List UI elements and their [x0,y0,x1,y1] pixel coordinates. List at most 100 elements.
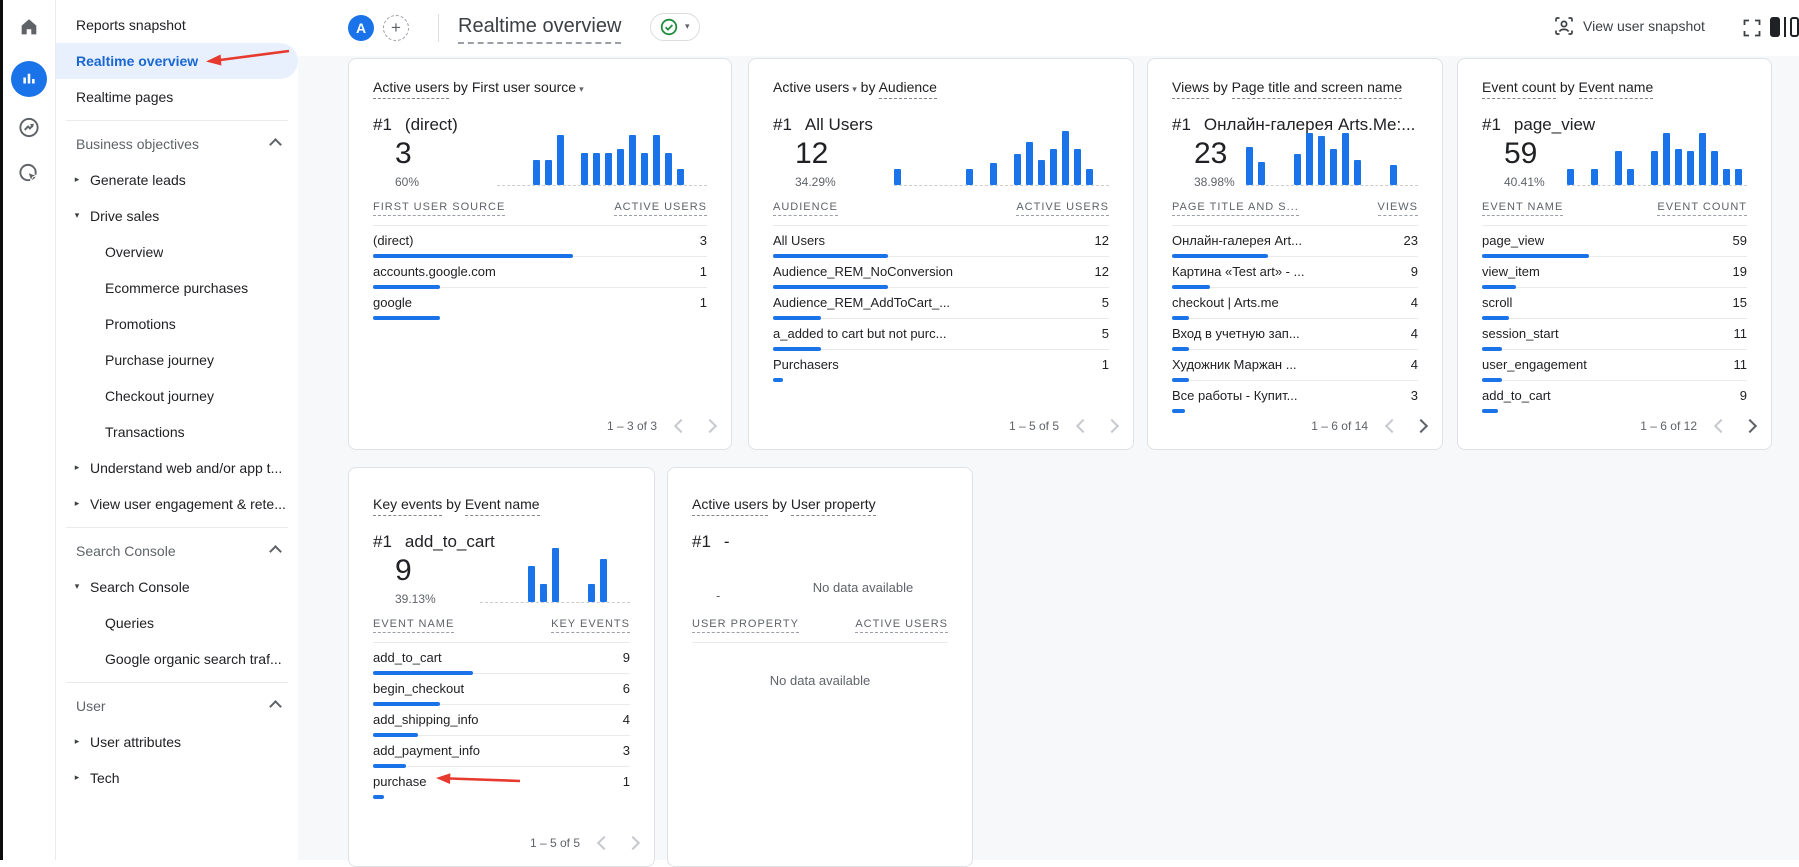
table-row[interactable]: accounts.google.com 1 [373,257,707,289]
pagination-prev-icon[interactable] [673,418,689,434]
table-row[interactable]: purchase 1 [373,767,630,799]
column-header-dimension[interactable]: EVENT NAME [1482,201,1564,216]
pagination-prev-icon[interactable] [1075,418,1091,434]
card-title-part[interactable]: Event count [1482,79,1556,99]
card-title-part[interactable]: Audience [878,79,937,99]
card-title-part[interactable]: Active users [373,79,450,99]
card-title-part[interactable]: Views [1172,79,1210,99]
home-icon[interactable] [18,16,40,43]
dropdown-caret-icon[interactable]: ▾ [852,85,857,95]
table-row[interactable]: page_view 59 [1482,226,1747,258]
table-row[interactable]: add_shipping_info 4 [373,705,630,737]
column-header-dimension[interactable]: PAGE TITLE AND S... [1172,201,1299,216]
table-row[interactable]: google 1 [373,288,707,320]
sidebar-item-user-attributes[interactable]: ▸ User attributes [56,724,298,760]
pagination-next-icon[interactable] [1742,418,1758,434]
sidebar-item-ecommerce-purchases[interactable]: Ecommerce purchases [56,270,298,306]
card-title-part[interactable]: Event name [464,496,540,516]
table-row[interactable]: (direct) 3 [373,226,707,258]
card-title-part[interactable]: Key events [373,496,443,516]
table-row[interactable]: Художник Маржан ... 4 [1172,350,1418,382]
table-row[interactable]: session_start 11 [1482,319,1747,351]
pagination-next-icon[interactable] [625,835,641,851]
sidebar-item-overview[interactable]: Overview [56,234,298,270]
sidebar-item-realtime-overview[interactable]: Realtime overview [56,43,298,79]
column-header-dimension[interactable]: USER PROPERTY [692,618,799,633]
table-row[interactable]: scroll 15 [1482,288,1747,320]
tri-right-icon[interactable]: ▸ [74,773,80,783]
page-title[interactable]: Realtime overview [458,15,622,44]
tri-right-icon[interactable]: ▸ [74,463,80,473]
table-row[interactable]: Audience_REM_NoConversion 12 [773,257,1109,289]
table-row[interactable]: Audience_REM_AddToCart_... 5 [773,288,1109,320]
sidebar-item-queries[interactable]: Queries [56,605,298,641]
table-row[interactable]: checkout | Arts.me 4 [1172,288,1418,320]
sidebar-item-view-user-engagement[interactable]: ▸ View user engagement & rete... [56,486,298,522]
pagination-next-icon[interactable] [702,418,718,434]
advertising-icon[interactable] [18,116,41,144]
dropdown-caret-icon[interactable]: ▾ [579,85,584,95]
column-header-dimension[interactable]: EVENT NAME [373,618,455,633]
pagination-next-icon[interactable] [1104,418,1120,434]
table-row[interactable]: user_engagement 11 [1482,350,1747,382]
table-row[interactable]: Картина «Test art» - ... 9 [1172,257,1418,289]
customize-report-icon[interactable] [1770,17,1799,37]
sidebar-item-checkout-journey[interactable]: Checkout journey [56,378,298,414]
table-row[interactable]: add_payment_info 3 [373,736,630,768]
chevron-up-icon[interactable] [269,544,282,558]
table-row[interactable]: Вход в учетную зап... 4 [1172,319,1418,351]
table-row[interactable]: begin_checkout 6 [373,674,630,706]
card-title-part[interactable]: Event name [1578,79,1654,99]
chevron-up-icon[interactable] [269,699,282,713]
sidebar-item-user-section[interactable]: User [56,688,298,724]
card-title-part[interactable]: Active users [773,79,850,95]
column-header-dimension[interactable]: AUDIENCE [773,201,838,216]
column-header-metric[interactable]: ACTIVE USERS [855,618,948,633]
view-user-snapshot-button[interactable]: View user snapshot [1554,16,1705,36]
sidebar-item-promotions[interactable]: Promotions [56,306,298,342]
sidebar-item-business-objectives[interactable]: Business objectives [56,126,298,162]
sidebar-item-realtime-pages[interactable]: Realtime pages [56,79,298,115]
table-row[interactable]: Онлайн-галерея Art... 23 [1172,226,1418,258]
column-header-metric[interactable]: ACTIVE USERS [1016,201,1109,216]
column-header-metric[interactable]: EVENT COUNT [1657,201,1747,216]
sidebar-item-purchase-journey[interactable]: Purchase journey [56,342,298,378]
explore-icon[interactable] [18,162,41,190]
table-row[interactable]: All Users 12 [773,226,1109,258]
sidebar-item-understand-web-app-traffic[interactable]: ▸ Understand web and/or app t... [56,450,298,486]
table-row[interactable]: view_item 19 [1482,257,1747,289]
tri-down-icon[interactable]: ▾ [74,211,80,221]
sidebar-item-search-console[interactable]: ▾ Search Console [56,569,298,605]
table-row[interactable]: add_to_cart 9 [373,643,630,675]
sidebar-item-tech[interactable]: ▸ Tech [56,760,298,796]
tri-down-icon[interactable]: ▾ [74,582,80,592]
report-status-badge[interactable]: ▾ [650,13,700,41]
column-header-metric[interactable]: KEY EVENTS [551,618,630,633]
chevron-up-icon[interactable] [269,137,282,151]
pagination-next-icon[interactable] [1413,418,1429,434]
sidebar-item-generate-leads[interactable]: ▸ Generate leads [56,162,298,198]
column-header-metric[interactable]: ACTIVE USERS [614,201,707,216]
column-header-dimension[interactable]: FIRST USER SOURCE [373,201,506,216]
sidebar-item-transactions[interactable]: Transactions [56,414,298,450]
card-title-part[interactable]: Page title and screen name [1231,79,1403,99]
table-row[interactable]: Все работы - Купит... 3 [1172,381,1418,413]
card-title-part[interactable]: Active users [692,496,769,516]
sidebar-item-search-console-section[interactable]: Search Console [56,533,298,569]
tri-right-icon[interactable]: ▸ [74,175,80,185]
sidebar-item-drive-sales[interactable]: ▾ Drive sales [56,198,298,234]
table-row[interactable]: a_added to cart but not purc... 5 [773,319,1109,351]
sidebar-item-reports-snapshot[interactable]: Reports snapshot [56,7,298,43]
card-title-part[interactable]: User property [790,496,876,516]
pagination-prev-icon[interactable] [1384,418,1400,434]
sidebar-item-google-organic-search-traffic[interactable]: Google organic search traf... [56,641,298,677]
user-avatar[interactable]: A [348,15,374,41]
add-comparison-button[interactable]: + [383,15,409,41]
column-header-metric[interactable]: VIEWS [1377,201,1418,216]
tri-right-icon[interactable]: ▸ [74,499,80,509]
fullscreen-icon[interactable] [1742,18,1762,43]
reports-icon[interactable] [11,61,47,97]
card-title-part[interactable]: First user source [471,79,577,95]
pagination-prev-icon[interactable] [596,835,612,851]
table-row[interactable]: add_to_cart 9 [1482,381,1747,413]
